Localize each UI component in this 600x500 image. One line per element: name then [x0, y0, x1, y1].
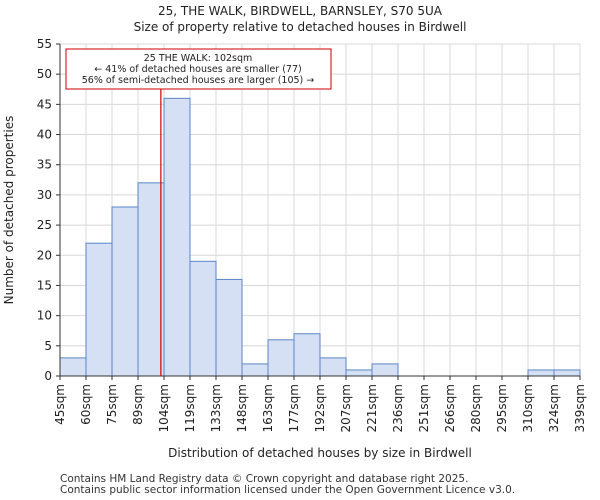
- y-tick-label-45: 45: [37, 97, 52, 111]
- y-tick-label-15: 15: [37, 278, 52, 292]
- bar-60sqm: [85, 242, 113, 377]
- y-axis-label: Number of detached properties: [2, 116, 16, 305]
- bar-177sqm: [293, 333, 321, 377]
- y-tick-label-55: 55: [37, 37, 52, 51]
- x-tick-label-177sqm: 177sqm: [287, 384, 301, 432]
- bar-75sqm: [111, 206, 139, 377]
- bar-119sqm: [189, 260, 217, 377]
- bar-310sqm: [527, 369, 555, 377]
- x-tick-label-192sqm: 192sqm: [313, 384, 327, 432]
- x-tick-label-324sqm: 324sqm: [547, 384, 561, 432]
- x-tick-label-339sqm: 339sqm: [573, 384, 587, 432]
- y-tick-label-50: 50: [37, 67, 52, 81]
- bar-133sqm: [215, 278, 243, 377]
- x-tick-label-60sqm: 60sqm: [79, 384, 93, 425]
- annotation-line-1: 25 THE WALK: 102sqm: [144, 53, 253, 64]
- annotation-line-2: ← 41% of detached houses are smaller (77…: [94, 64, 301, 75]
- bar-104sqm: [163, 97, 191, 377]
- y-tick-label-35: 35: [37, 158, 52, 172]
- bar-163sqm: [267, 339, 295, 377]
- bar-192sqm: [319, 357, 347, 377]
- x-tick-label-89sqm: 89sqm: [131, 384, 145, 425]
- footer-attribution: Contains HM Land Registry data © Crown c…: [60, 474, 515, 496]
- y-tick-label-40: 40: [37, 128, 52, 142]
- x-tick-label-221sqm: 221sqm: [365, 384, 379, 432]
- x-tick-label-295sqm: 295sqm: [495, 384, 509, 432]
- x-tick-label-236sqm: 236sqm: [391, 384, 405, 432]
- footer-line-2: Contains public sector information licen…: [60, 484, 516, 496]
- x-tick-label-310sqm: 310sqm: [521, 384, 535, 432]
- x-tick-label-75sqm: 75sqm: [105, 384, 119, 425]
- x-tick-label-104sqm: 104sqm: [157, 384, 171, 432]
- x-axis-ticks: 45sqm 60sqm 75sqm 89sqm 104sqm 119sqm 133sqm 14…: [53, 376, 587, 432]
- x-tick-label-148sqm: 148sqm: [235, 384, 249, 432]
- x-tick-label-45sqm: 45sqm: [53, 384, 67, 425]
- bar-45sqm: [59, 357, 87, 377]
- chart-subtitle: Size of property relative to detached ho…: [134, 20, 467, 34]
- x-tick-label-119sqm: 119sqm: [183, 384, 197, 432]
- bars: [59, 97, 581, 377]
- y-tick-label-10: 10: [37, 309, 52, 323]
- annotation-box: 25 THE WALK: 102sqm ← 41% of detached ho…: [65, 48, 332, 90]
- y-tick-label-20: 20: [37, 248, 52, 262]
- x-tick-label-280sqm: 280sqm: [469, 384, 483, 432]
- x-axis-label: Distribution of detached houses by size …: [168, 446, 472, 460]
- x-tick-label-251sqm: 251sqm: [417, 384, 431, 432]
- x-tick-label-207sqm: 207sqm: [339, 384, 353, 432]
- x-tick-label-163sqm: 163sqm: [261, 384, 275, 432]
- bar-221sqm: [371, 363, 399, 377]
- annotation-line-3: 56% of semi-detached houses are larger (…: [82, 75, 315, 86]
- y-tick-label-25: 25: [37, 218, 52, 232]
- bar-207sqm: [345, 369, 373, 377]
- chart-title: 25, THE WALK, BIRDWELL, BARNSLEY, S70 5U…: [158, 4, 443, 18]
- y-tick-label-0: 0: [44, 369, 52, 383]
- y-tick-label-5: 5: [44, 339, 52, 353]
- bar-324sqm: [553, 369, 581, 377]
- bar-89sqm: [137, 182, 165, 377]
- bar-148sqm: [241, 363, 269, 377]
- x-tick-label-133sqm: 133sqm: [209, 384, 223, 432]
- footer-line-1: Contains HM Land Registry data © Crown c…: [60, 473, 469, 485]
- y-tick-label-30: 30: [37, 188, 52, 202]
- x-tick-label-266sqm: 266sqm: [443, 384, 457, 432]
- y-axis-ticks: 0 5 10 15 20 25 30 35 40 45 50 55: [37, 37, 60, 383]
